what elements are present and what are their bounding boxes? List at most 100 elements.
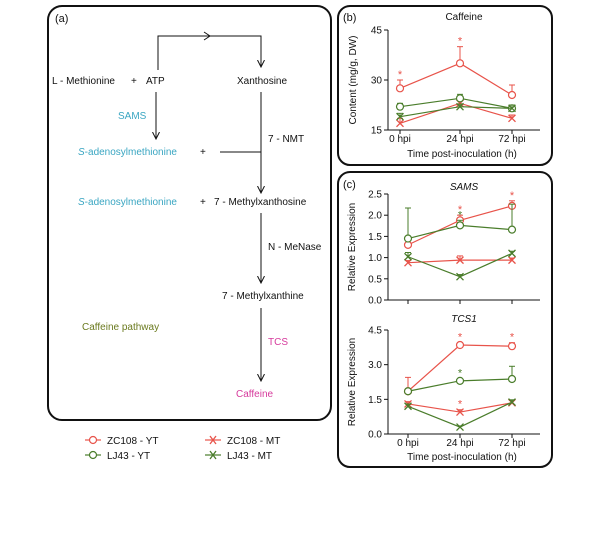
data-point-cross (396, 119, 404, 128)
legend-item: LJ43 - MT (205, 450, 272, 462)
data-point-cross (456, 272, 464, 281)
x-tick-label: 72 hpi (498, 438, 525, 449)
panel-c: (c) SAMS 0.0 0.5 1.0 1.5 2.0 2.5 Relative Expre… (337, 171, 553, 468)
caffeine-label: Caffeine (236, 389, 274, 400)
tcs1-expression-chart: TCS1 0.0 1.5 3.0 4.5 0 hpi 24 hpi 72 hpi Relativ… (347, 314, 540, 463)
legend-label-lj43-yt: LJ43 - YT (107, 451, 150, 462)
data-point-cross (404, 402, 412, 411)
y-axis-label: Relative Expression (347, 203, 358, 291)
data-point-circle (395, 102, 405, 111)
data-point-cross (404, 258, 412, 267)
data-point-cross (508, 249, 516, 258)
x-axis-label: Time post-inoculation (h) (407, 452, 517, 463)
chart-title: Caffeine (445, 12, 483, 23)
x-tick-label: 24 hpi (446, 438, 473, 449)
atp-label: ATP (146, 76, 165, 87)
panel-c-label: (c) (343, 179, 356, 191)
data-point-cross (508, 398, 516, 407)
data-point-circle (507, 342, 517, 351)
significance-star: * (458, 209, 463, 221)
chart-title: TCS1 (451, 314, 477, 325)
s-adenosylmethionine-label-1: S-adenosylmethionine (78, 147, 177, 158)
s-adenosylmethionine-label-2: S-adenosylmethionine (78, 197, 177, 208)
data-point-circle (395, 84, 405, 93)
caffeine-pathway-label: Caffeine pathway (82, 322, 159, 333)
y-tick-label: 2.0 (368, 211, 382, 222)
significance-star: * (458, 368, 463, 380)
significance-star: * (458, 399, 463, 411)
significance-star: * (458, 332, 463, 344)
data-point-cross (508, 104, 516, 113)
atp-to-xanthosine-connector (157, 35, 261, 70)
data-point-circle (507, 374, 517, 384)
legend-item: LJ43 - YT (85, 450, 150, 462)
y-tick-label: 3.0 (368, 360, 382, 371)
menase-enzyme-label: N - MeNase (268, 242, 322, 253)
y-tick-label: 0.0 (368, 430, 382, 441)
nmt-enzyme-label: 7 - NMT (268, 134, 304, 145)
panel-b: (b) Caffeine 15 30 45 0 hpi 24 hpi 72 hpi Conte… (337, 5, 553, 166)
chart-title: SAMS (450, 182, 479, 193)
methylxanthine-label: 7 - Methylxanthine (222, 291, 304, 302)
x-tick-label: 0 hpi (389, 134, 411, 145)
tcs-enzyme-label: TCS (268, 337, 288, 348)
y-axis-label: Content (mg/g, DW) (348, 36, 359, 125)
legend-label-zc108-mt: ZC108 - MT (227, 436, 280, 447)
data-point-circle (507, 90, 517, 100)
data-point-cross (508, 114, 516, 123)
significance-star: * (510, 332, 515, 344)
data-point-circle (507, 225, 517, 234)
y-tick-label: 1.5 (368, 395, 382, 406)
connector-midpoint-arrow-icon (203, 31, 211, 41)
legend-label-lj43-mt: LJ43 - MT (227, 451, 272, 462)
plus-sign-1: + (131, 76, 137, 87)
y-tick-label: 15 (371, 126, 383, 137)
data-point-circle (455, 94, 465, 103)
panel-b-frame (337, 5, 553, 166)
sams-expression-chart: SAMS 0.0 0.5 1.0 1.5 2.0 2.5 Relative Expressio… (347, 182, 540, 307)
methylxanthosine-label: 7 - Methylxanthosine (214, 197, 307, 208)
significance-star: * (458, 204, 463, 216)
series-line (399, 62, 513, 96)
x-tick-label: 0 hpi (397, 438, 419, 449)
panel-a-frame (47, 5, 332, 421)
legend-item: ZC108 - MT (205, 435, 280, 447)
data-point-cross (396, 112, 404, 121)
significance-star: * (458, 36, 463, 48)
data-point-circle (403, 387, 413, 396)
significance-star: * (510, 190, 515, 202)
data-point-cross (456, 102, 464, 111)
data-point-cross (404, 252, 412, 261)
legend: ZC108 - YT ZC108 - MT LJ43 - YT LJ43 - M… (85, 435, 280, 462)
xanthosine-label: Xanthosine (237, 76, 287, 87)
caffeine-content-chart: Caffeine 15 30 45 0 hpi 24 hpi 72 hpi Content (… (348, 12, 540, 160)
y-tick-label: 0.5 (368, 274, 382, 285)
data-point-circle (455, 376, 465, 385)
y-tick-label: 0.0 (368, 296, 382, 307)
data-point-circle (455, 340, 465, 350)
y-tick-label: 1.5 (368, 232, 382, 243)
panel-a-label: (a) (55, 13, 68, 25)
data-point-cross (456, 256, 464, 265)
y-tick-label: 4.5 (368, 326, 382, 337)
data-point-cross (456, 408, 464, 417)
y-tick-label: 1.0 (368, 253, 382, 264)
data-point-circle (455, 59, 465, 68)
y-tick-label: 2.5 (368, 190, 382, 201)
plus-sign-2: + (200, 147, 206, 158)
data-point-circle (455, 221, 465, 230)
l-methionine-label: L - Methionine (52, 76, 115, 87)
x-tick-label: 24 hpi (446, 134, 473, 145)
legend-label-zc108-yt: ZC108 - YT (107, 436, 159, 447)
data-point-cross (456, 423, 464, 432)
data-point-circle (403, 234, 413, 243)
series-line (399, 106, 513, 118)
panel-a: (a) L - Methionine + ATP Xanthosine SAMS… (47, 5, 332, 421)
legend-item: ZC108 - YT (85, 435, 159, 447)
y-axis-label: Relative Expression (347, 338, 358, 426)
y-tick-label: 45 (371, 26, 383, 37)
data-point-cross (508, 256, 516, 265)
panel-b-label: (b) (343, 12, 356, 24)
x-axis-label: Time post-inoculation (h) (407, 149, 517, 160)
